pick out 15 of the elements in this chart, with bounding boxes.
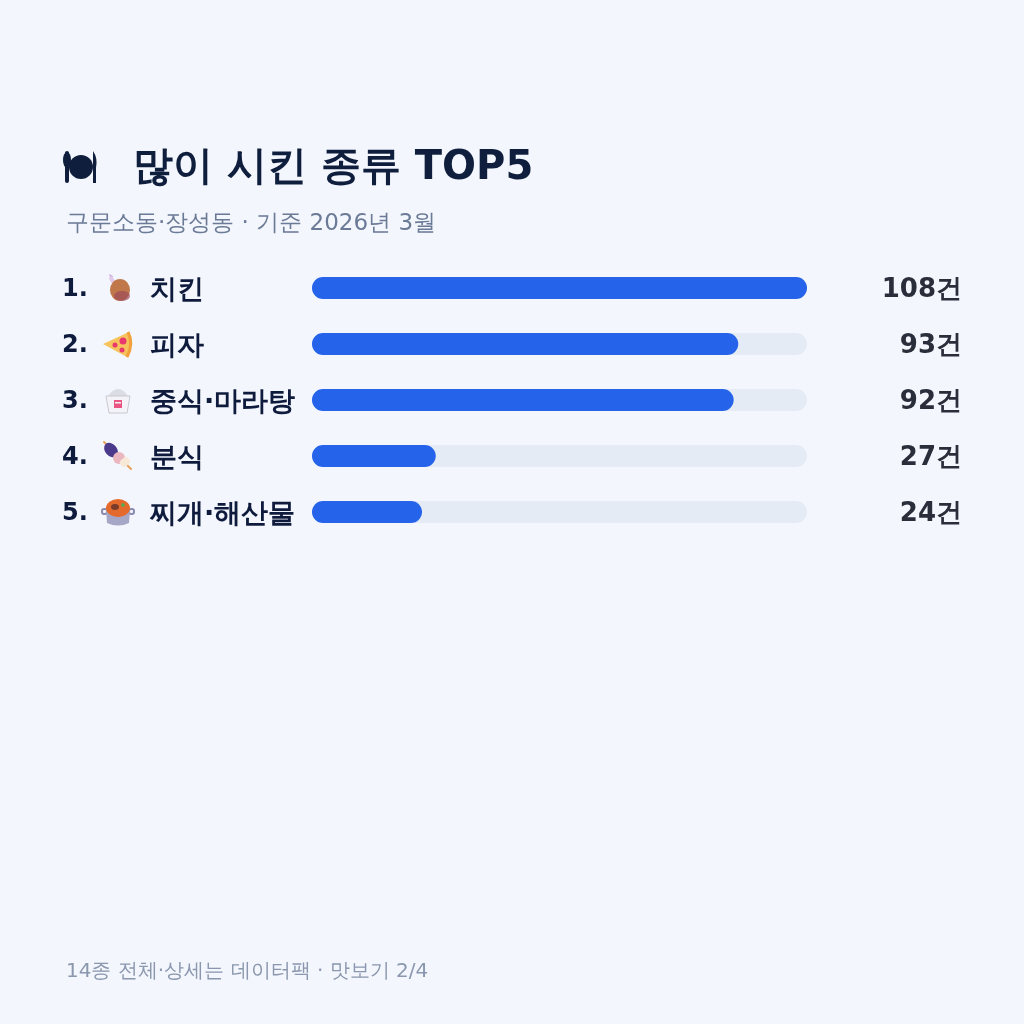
category-label: 5. 찌개·해산물 <box>62 496 296 528</box>
category-label: 2. 피자 <box>62 328 204 360</box>
text: 14종 전체·상세는 데이터팩 · 맛보기 2/4 <box>66 958 429 982</box>
bar <box>312 501 422 523</box>
chart-subtitle: 구문소동·장성동 · 기준 2026년 3월 <box>66 208 437 235</box>
data-label: 93건 <box>899 329 962 359</box>
category-label: 1. 치킨 <box>62 272 204 304</box>
data-label: 27건 <box>899 441 962 471</box>
category-label: 4. 분식 <box>62 440 204 472</box>
data-label: 108건 <box>881 273 962 303</box>
chart-title: 많이 시킨 종류 TOP5 <box>133 142 534 188</box>
bar <box>312 445 436 467</box>
data-label: 92건 <box>899 385 962 415</box>
category-label: 3. 중식·마라탕 <box>62 384 296 416</box>
data-label: 24건 <box>899 497 962 527</box>
